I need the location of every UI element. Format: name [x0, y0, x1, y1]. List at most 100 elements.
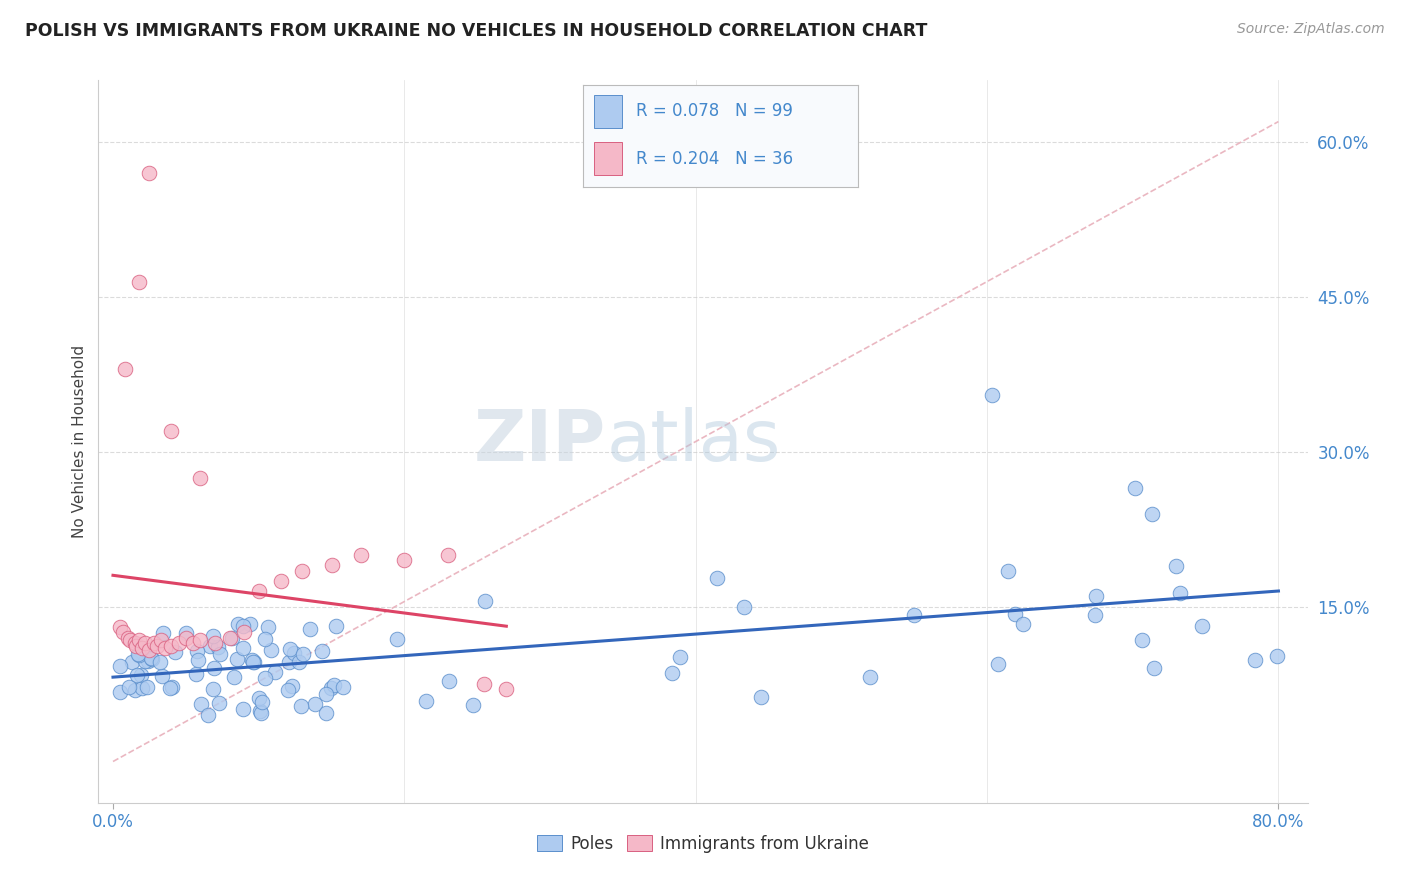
Point	[270, 574, 292, 588]
Point	[124, 683, 146, 698]
Point	[277, 683, 299, 698]
Point	[997, 564, 1019, 578]
Point	[254, 671, 277, 685]
Point	[121, 656, 143, 670]
Point	[325, 619, 347, 633]
Point	[1011, 616, 1033, 631]
Point	[186, 644, 208, 658]
Point	[129, 668, 152, 682]
Point	[1130, 632, 1153, 647]
Point	[124, 636, 146, 650]
Point	[197, 707, 219, 722]
Point	[222, 670, 245, 684]
Point	[218, 631, 240, 645]
Point	[1170, 586, 1192, 600]
Point	[118, 681, 141, 695]
Point	[120, 632, 142, 647]
Point	[315, 687, 337, 701]
Point	[190, 697, 212, 711]
Point	[202, 661, 225, 675]
Y-axis label: No Vehicles in Household: No Vehicles in Household	[72, 345, 87, 538]
Point	[661, 666, 683, 681]
Point	[112, 625, 135, 640]
Point	[128, 275, 150, 289]
Point	[1140, 507, 1163, 521]
Point	[202, 629, 225, 643]
Bar	[595, 142, 621, 175]
Point	[127, 668, 149, 682]
Point	[110, 659, 132, 673]
Point	[291, 564, 314, 578]
Point	[253, 632, 276, 647]
Point	[733, 600, 755, 615]
Point	[304, 697, 326, 711]
Point	[283, 646, 305, 660]
Point	[315, 706, 337, 721]
Point	[232, 640, 254, 655]
Point	[174, 626, 197, 640]
Point	[250, 706, 273, 721]
Point	[311, 644, 333, 658]
Point	[134, 654, 156, 668]
Point	[138, 643, 160, 657]
Point	[321, 558, 343, 573]
Point	[668, 649, 690, 664]
Point	[859, 670, 882, 684]
Point	[415, 694, 437, 708]
Point	[394, 553, 416, 567]
Point	[240, 653, 263, 667]
Point	[980, 388, 1002, 402]
Point	[149, 655, 172, 669]
Point	[250, 696, 273, 710]
Point	[114, 362, 136, 376]
Text: R = 0.204   N = 36: R = 0.204 N = 36	[636, 150, 793, 168]
Text: ZIP: ZIP	[474, 407, 606, 476]
Point	[221, 631, 243, 645]
Point	[150, 632, 173, 647]
Point	[249, 705, 271, 719]
Point	[152, 669, 174, 683]
Text: atlas: atlas	[606, 407, 780, 476]
Point	[138, 166, 160, 180]
Point	[167, 636, 190, 650]
Point	[260, 643, 283, 657]
Point	[117, 631, 139, 645]
Point	[1123, 481, 1146, 495]
Point	[461, 698, 484, 712]
Point	[152, 626, 174, 640]
Point	[155, 640, 177, 655]
Point	[1004, 607, 1026, 621]
Point	[332, 680, 354, 694]
Point	[437, 674, 460, 689]
Point	[208, 647, 231, 661]
Point	[247, 691, 270, 706]
Point	[281, 679, 304, 693]
Point	[136, 654, 159, 668]
Point	[208, 696, 231, 710]
Point	[204, 636, 226, 650]
Point	[231, 702, 253, 716]
Point	[226, 652, 249, 666]
Point	[232, 618, 254, 632]
Point	[110, 620, 132, 634]
Point	[264, 665, 287, 679]
Point	[291, 648, 314, 662]
Point	[247, 584, 270, 599]
Point	[288, 655, 311, 669]
Point	[160, 424, 183, 438]
Point	[1164, 558, 1187, 573]
Point	[190, 632, 212, 647]
Point	[474, 677, 496, 691]
Point	[749, 690, 772, 704]
Point	[987, 657, 1010, 672]
Point	[242, 655, 264, 669]
Point	[134, 636, 156, 650]
Point	[903, 607, 925, 622]
Point	[145, 639, 167, 653]
Point	[163, 645, 186, 659]
Point	[1267, 649, 1289, 664]
Point	[474, 593, 496, 607]
Point	[1084, 608, 1107, 623]
Point	[128, 632, 150, 647]
Point	[127, 648, 149, 662]
